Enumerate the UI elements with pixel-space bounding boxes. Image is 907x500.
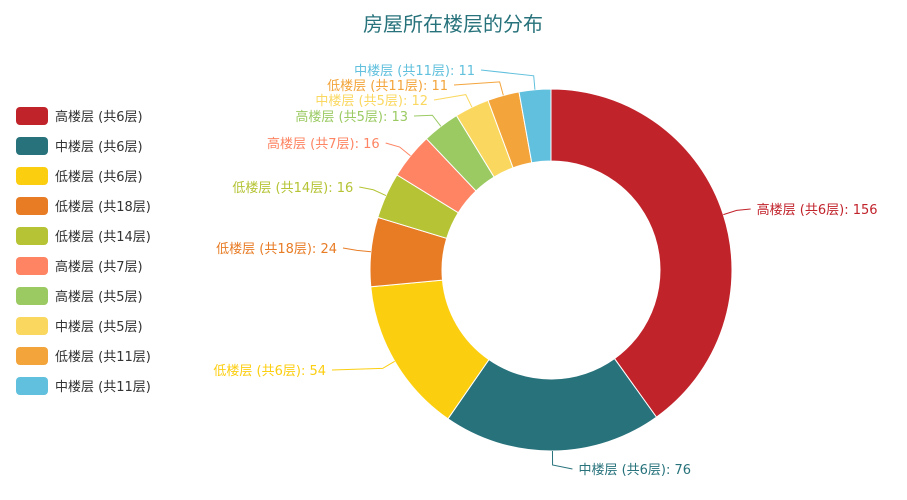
leader-line-6 bbox=[413, 114, 442, 127]
leader-line-3 bbox=[342, 247, 371, 253]
leader-line-4 bbox=[359, 186, 387, 196]
slice-11-9[interactable] bbox=[518, 88, 552, 164]
leader-line-0 bbox=[723, 208, 751, 216]
legend-swatch-9[interactable] bbox=[16, 377, 48, 395]
leader-line-8 bbox=[453, 81, 504, 96]
slice-label-5: 高楼层 (共7层): 16 bbox=[267, 136, 380, 152]
legend-label-0[interactable]: 高楼层 (共6层) bbox=[55, 109, 143, 125]
slice-label-8: 低楼层 (共11层): 11 bbox=[327, 79, 448, 94]
legend-swatch-4[interactable] bbox=[16, 227, 48, 245]
slice-label-1: 中楼层 (共6层): 76 bbox=[578, 463, 691, 478]
slice-label-3: 低楼层 (共18层): 24 bbox=[216, 242, 337, 257]
slice-6-0[interactable] bbox=[550, 88, 733, 418]
legend-label-8[interactable]: 低楼层 (共11层) bbox=[55, 350, 151, 365]
legend-swatch-5[interactable] bbox=[16, 257, 48, 275]
leader-lines bbox=[331, 69, 751, 470]
slice-label-6: 高楼层 (共5层): 13 bbox=[295, 109, 408, 125]
slice-label-9: 中楼层 (共11层): 11 bbox=[354, 64, 475, 79]
legend: 高楼层 (共6层) 中楼层 (共6层) 低楼层 (共6层) 低楼层 (共18层) 低楼层… bbox=[16, 107, 151, 395]
legend-label-7[interactable]: 中楼层 (共5层) bbox=[55, 320, 143, 335]
slice-label-7: 中楼层 (共5层): 12 bbox=[315, 94, 428, 109]
legend-swatch-8[interactable] bbox=[16, 347, 48, 365]
legend-swatch-7[interactable] bbox=[16, 317, 48, 335]
leader-line-2 bbox=[331, 360, 395, 371]
legend-label-6[interactable]: 高楼层 (共5层) bbox=[55, 289, 143, 305]
legend-swatch-3[interactable] bbox=[16, 197, 48, 215]
slice-label-2: 低楼层 (共6层): 54 bbox=[213, 364, 326, 379]
leader-line-7 bbox=[433, 94, 473, 108]
slices bbox=[369, 88, 733, 452]
legend-swatch-2[interactable] bbox=[16, 167, 48, 185]
legend-label-1[interactable]: 中楼层 (共6层) bbox=[55, 140, 143, 155]
legend-label-3[interactable]: 低楼层 (共18层) bbox=[55, 200, 151, 215]
legend-label-9[interactable]: 中楼层 (共11层) bbox=[55, 380, 151, 395]
legend-label-2[interactable]: 低楼层 (共6层) bbox=[55, 170, 143, 185]
legend-swatch-1[interactable] bbox=[16, 137, 48, 155]
chart-title: 房屋所在楼层的分布 bbox=[363, 12, 543, 36]
slice-labels: 高楼层 (共6层): 156 中楼层 (共6层): 76 低楼层 (共6层): 54… bbox=[213, 64, 877, 478]
leader-line-9 bbox=[480, 69, 536, 90]
slice-label-4: 低楼层 (共14层): 16 bbox=[232, 181, 353, 196]
slice-label-0: 高楼层 (共6层): 156 bbox=[757, 202, 878, 218]
legend-label-5[interactable]: 高楼层 (共7层) bbox=[55, 259, 143, 275]
leader-line-5 bbox=[385, 142, 411, 157]
legend-swatch-0[interactable] bbox=[16, 107, 48, 125]
leader-line-1 bbox=[551, 450, 573, 470]
legend-swatch-6[interactable] bbox=[16, 287, 48, 305]
legend-label-4[interactable]: 低楼层 (共14层) bbox=[55, 230, 151, 245]
